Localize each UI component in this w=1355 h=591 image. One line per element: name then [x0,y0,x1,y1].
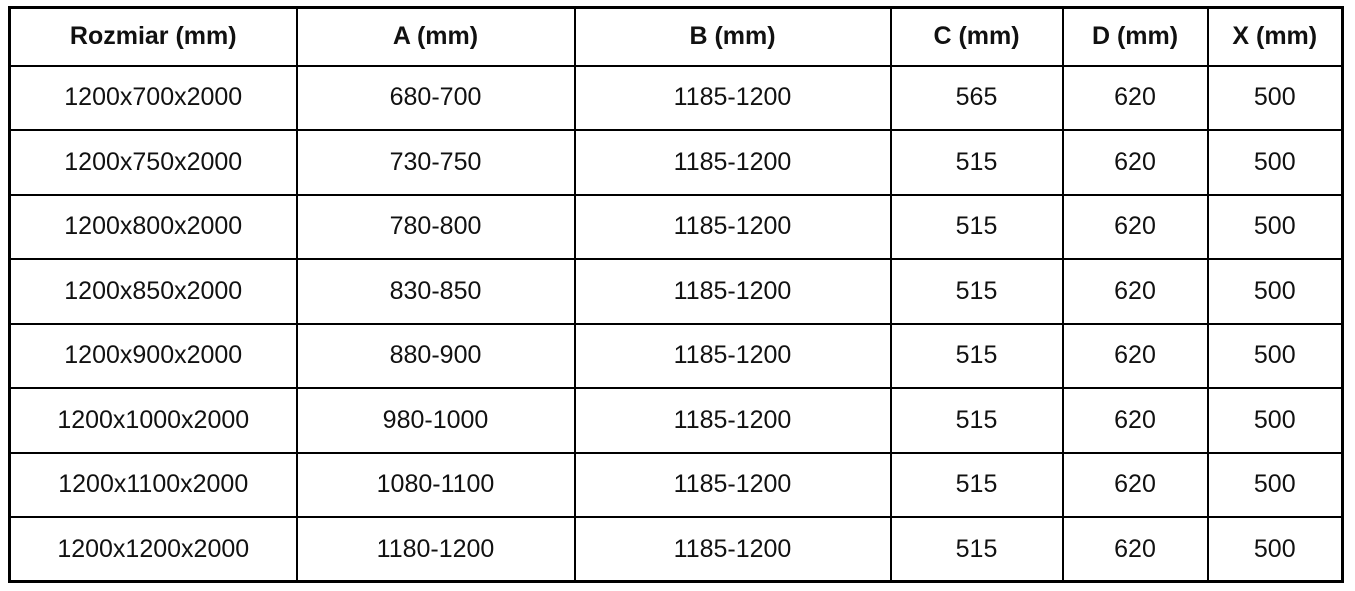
table-row: 1200x1200x2000 1180-1200 1185-1200 515 620 50… [8,516,1344,583]
table-cell-d: 620 [1061,451,1209,518]
table-cell-rozmiar: 1200x1100x2000 [8,451,298,518]
header-row: Rozmiar (mm) A (mm) B (mm) C (mm) D (mm)… [8,6,1344,67]
table-cell-a: 730-750 [295,129,576,196]
table-cell-c: 515 [889,193,1064,260]
column-header-c: C (mm) [889,6,1064,67]
table-cell-rozmiar: 1200x850x2000 [8,258,298,325]
table-row: 1200x1100x2000 1080-1100 1185-1200 515 620 50… [8,451,1344,518]
table-cell-b: 1185-1200 [573,193,892,260]
spec-table-container: Rozmiar (mm) A (mm) B (mm) C (mm) D (mm)… [8,6,1344,583]
column-header-d: D (mm) [1061,6,1209,67]
table-cell-d: 620 [1061,387,1209,454]
column-header-rozmiar: Rozmiar (mm) [8,6,298,67]
table-cell-b: 1185-1200 [573,387,892,454]
table-cell-x: 500 [1206,129,1344,196]
table-cell-x: 500 [1206,64,1344,131]
table-row: 1200x1000x2000 980-1000 1185-1200 515 620 500 [8,387,1344,454]
table-cell-a: 830-850 [295,258,576,325]
table-cell-a: 780-800 [295,193,576,260]
table-row: 1200x750x2000 730-750 1185-1200 515 620 500 [8,129,1344,196]
table-cell-rozmiar: 1200x800x2000 [8,193,298,260]
table-cell-x: 500 [1206,516,1344,583]
table-body: 1200x700x2000 680-700 1185-1200 565 620 500 12… [8,64,1344,583]
column-header-a: A (mm) [295,6,576,67]
table-row: 1200x900x2000 880-900 1185-1200 515 620 500 [8,322,1344,389]
table-cell-b: 1185-1200 [573,64,892,131]
table-cell-d: 620 [1061,129,1209,196]
table-cell-c: 515 [889,258,1064,325]
table-row: 1200x850x2000 830-850 1185-1200 515 620 500 [8,258,1344,325]
table-cell-rozmiar: 1200x1000x2000 [8,387,298,454]
table-cell-rozmiar: 1200x750x2000 [8,129,298,196]
table-cell-c: 515 [889,516,1064,583]
table-cell-a: 880-900 [295,322,576,389]
table-cell-rozmiar: 1200x700x2000 [8,64,298,131]
table-cell-d: 620 [1061,516,1209,583]
table-cell-x: 500 [1206,258,1344,325]
table-cell-c: 565 [889,64,1064,131]
table-header: Rozmiar (mm) A (mm) B (mm) C (mm) D (mm)… [8,6,1344,67]
table-cell-d: 620 [1061,258,1209,325]
table-cell-b: 1185-1200 [573,258,892,325]
table-cell-x: 500 [1206,451,1344,518]
table-cell-b: 1185-1200 [573,451,892,518]
table-cell-d: 620 [1061,322,1209,389]
table-cell-d: 620 [1061,193,1209,260]
table-cell-a: 680-700 [295,64,576,131]
table-cell-rozmiar: 1200x900x2000 [8,322,298,389]
table-cell-a: 1180-1200 [295,516,576,583]
column-header-b: B (mm) [573,6,892,67]
table-row: 1200x700x2000 680-700 1185-1200 565 620 500 [8,64,1344,131]
table-cell-c: 515 [889,387,1064,454]
table-cell-b: 1185-1200 [573,129,892,196]
table-cell-b: 1185-1200 [573,516,892,583]
table-cell-a: 980-1000 [295,387,576,454]
table-cell-b: 1185-1200 [573,322,892,389]
table-cell-c: 515 [889,322,1064,389]
column-header-x: X (mm) [1206,6,1344,67]
table-cell-x: 500 [1206,387,1344,454]
spec-table: Rozmiar (mm) A (mm) B (mm) C (mm) D (mm)… [8,6,1344,583]
table-cell-d: 620 [1061,64,1209,131]
table-cell-x: 500 [1206,322,1344,389]
table-cell-c: 515 [889,129,1064,196]
table-cell-c: 515 [889,451,1064,518]
table-cell-x: 500 [1206,193,1344,260]
table-row: 1200x800x2000 780-800 1185-1200 515 620 500 [8,193,1344,260]
table-cell-a: 1080-1100 [295,451,576,518]
table-cell-rozmiar: 1200x1200x2000 [8,516,298,583]
